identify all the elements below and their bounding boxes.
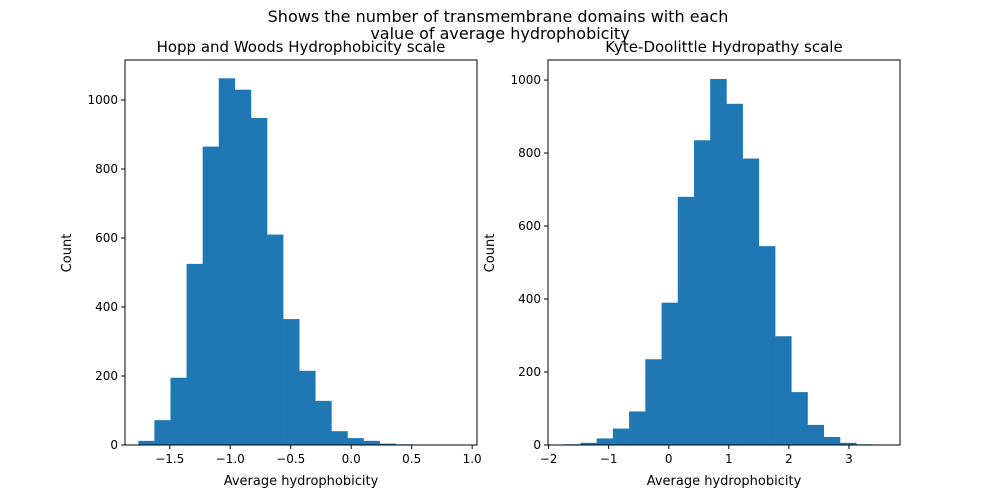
x-tick-label: −1.0 xyxy=(216,452,245,466)
histogram-bar xyxy=(645,359,662,445)
histogram-bar xyxy=(250,117,268,446)
panel-title: Kyte-Doolittle Hydropathy scale xyxy=(605,38,842,56)
histogram-bar xyxy=(154,420,171,445)
histogram-bar xyxy=(138,440,155,445)
histogram-bar xyxy=(267,234,284,445)
x-tick-label: −1.5 xyxy=(155,452,184,466)
histogram-bar xyxy=(347,438,364,445)
y-tick-label: 200 xyxy=(95,369,118,383)
y-tick-label: 600 xyxy=(518,219,541,233)
y-axis-label: Count xyxy=(483,234,498,273)
histogram-bar xyxy=(758,246,776,445)
x-axis-label: Average hydrophobicity xyxy=(224,474,379,489)
y-tick-label: 400 xyxy=(518,292,541,306)
bars xyxy=(564,78,889,445)
axes-frame xyxy=(124,59,478,446)
x-axis-label: Average hydrophobicity xyxy=(647,474,802,489)
histogram-bar xyxy=(693,140,711,445)
axes-frame xyxy=(547,59,901,446)
histogram-bar xyxy=(775,336,792,445)
histogram-bar xyxy=(661,302,679,445)
ticks: −2 −1 0 1 2 3 0 200 400 600 800 1000 xyxy=(510,73,852,466)
histogram-bar xyxy=(202,146,220,445)
histogram-panel-hopp-woods: Hopp and Woods Hydrophobicity scale Aver… xyxy=(60,38,482,489)
histogram-bar xyxy=(170,377,187,445)
histogram-bar xyxy=(839,442,857,445)
histogram-bar xyxy=(807,424,825,445)
y-tick-label: 800 xyxy=(95,162,118,176)
y-tick-label: 1000 xyxy=(87,93,118,107)
x-tick-label: 2 xyxy=(785,452,793,466)
y-tick-label: 200 xyxy=(518,365,541,379)
suptitle-line-2: value of average hydrophobicity xyxy=(370,24,629,43)
histogram-bar xyxy=(710,78,727,445)
suptitle-line-1: Shows the number of transmembrane domain… xyxy=(268,7,729,26)
histogram-bar xyxy=(677,196,695,445)
histogram-panel-kyte-doolittle: Kyte-Doolittle Hydropathy scale Average … xyxy=(483,38,901,489)
x-tick-label: 0 xyxy=(665,452,673,466)
y-tick-label: 400 xyxy=(95,300,118,314)
histogram-bar xyxy=(580,442,597,445)
histogram-bar xyxy=(629,411,646,445)
x-tick-label: 1.0 xyxy=(463,452,482,466)
histogram-bar xyxy=(612,428,630,445)
histogram-bar xyxy=(742,158,760,445)
x-tick-label: 1 xyxy=(725,452,733,466)
x-tick-label: 3 xyxy=(845,452,853,466)
y-tick-label: 0 xyxy=(533,438,541,452)
histogram-bar xyxy=(379,443,397,445)
histogram-bar xyxy=(218,78,236,445)
histogram-bar xyxy=(234,89,252,446)
x-tick-label: −0.5 xyxy=(276,452,305,466)
histogram-bar xyxy=(299,370,316,445)
bars xyxy=(138,78,461,446)
histogram-bar xyxy=(726,103,743,445)
histogram-bar xyxy=(791,392,808,445)
ticks: −1.5 −1.0 −0.5 0.0 0.5 1.0 0 200 400 600 800 1000 xyxy=(87,93,481,466)
histogram-bar xyxy=(331,431,348,445)
histogram-bar xyxy=(823,436,841,445)
histogram-bar xyxy=(283,319,300,445)
histogram-bar xyxy=(596,438,614,445)
y-tick-label: 600 xyxy=(95,231,118,245)
y-tick-label: 1000 xyxy=(510,73,541,87)
y-tick-label: 800 xyxy=(518,146,541,160)
x-tick-label: 0.5 xyxy=(402,452,421,466)
histogram-bar xyxy=(186,263,203,445)
x-tick-label: 0.0 xyxy=(342,452,361,466)
x-tick-label: −1 xyxy=(600,452,618,466)
histogram-bar xyxy=(315,400,332,445)
y-tick-label: 0 xyxy=(110,438,118,452)
panel-title: Hopp and Woods Hydrophobicity scale xyxy=(157,38,446,56)
y-axis-label: Count xyxy=(60,234,75,273)
x-tick-label: −2 xyxy=(540,452,558,466)
histogram-bar xyxy=(363,440,380,445)
